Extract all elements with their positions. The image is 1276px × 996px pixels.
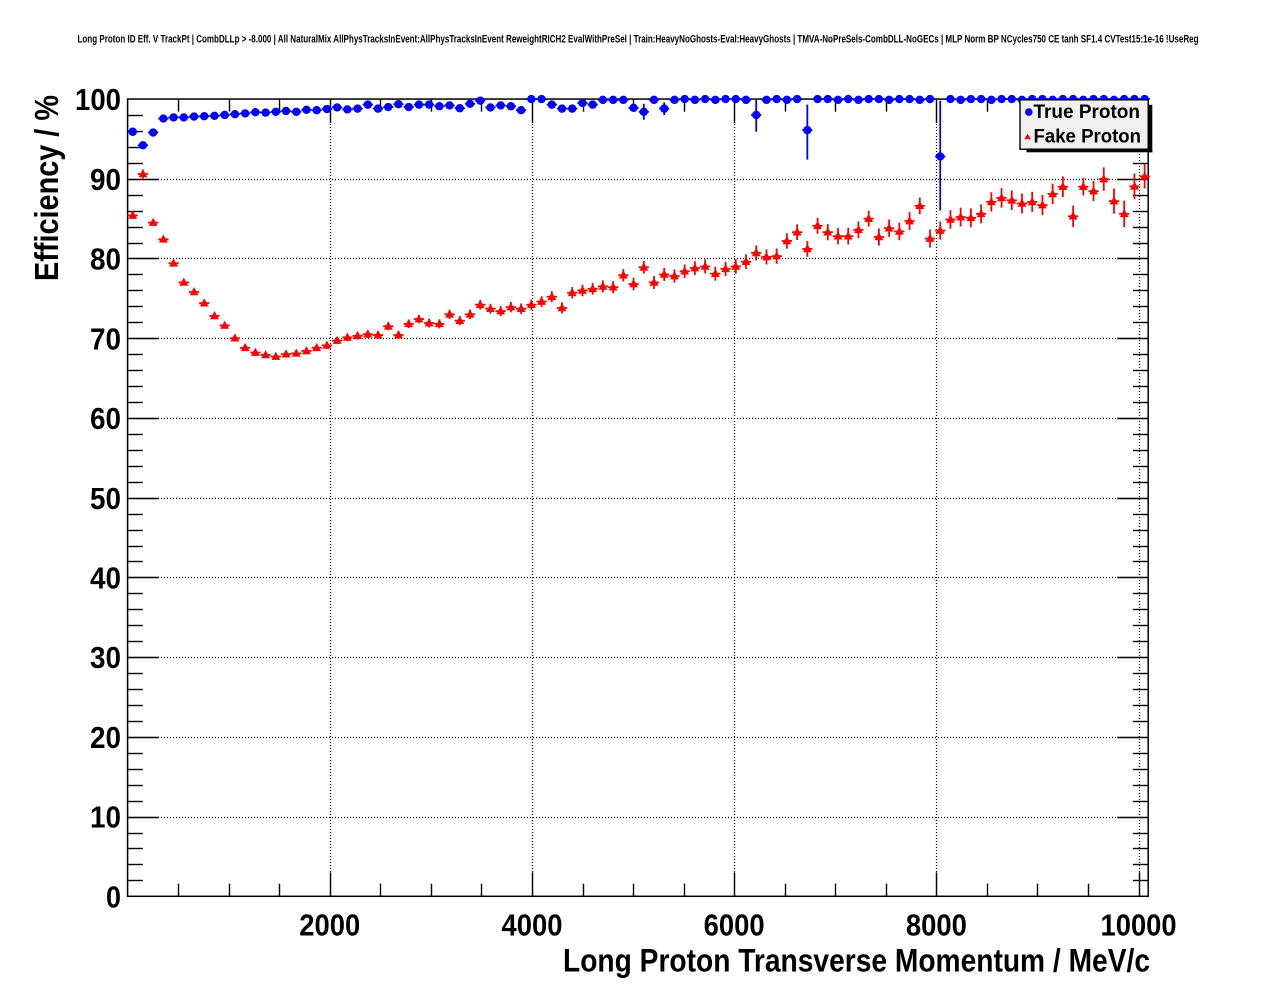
svg-text:Fake Proton: Fake Proton bbox=[1034, 125, 1142, 147]
svg-text:Efficiency / %: Efficiency / % bbox=[28, 95, 65, 281]
svg-text:40: 40 bbox=[90, 561, 121, 596]
svg-text:30: 30 bbox=[90, 640, 121, 675]
svg-text:100: 100 bbox=[75, 82, 121, 117]
svg-text:60: 60 bbox=[90, 401, 121, 436]
svg-text:8000: 8000 bbox=[906, 907, 967, 942]
svg-text:6000: 6000 bbox=[704, 907, 765, 942]
svg-text:80: 80 bbox=[90, 242, 121, 277]
svg-text:0: 0 bbox=[106, 879, 121, 914]
svg-text:70: 70 bbox=[90, 321, 121, 356]
svg-text:90: 90 bbox=[90, 162, 121, 197]
svg-text:10000: 10000 bbox=[1101, 907, 1177, 942]
svg-text:Long Proton Transverse Momentu: Long Proton Transverse Momentum / MeV/c bbox=[563, 943, 1150, 979]
svg-text:2000: 2000 bbox=[299, 907, 360, 942]
svg-text:True Proton: True Proton bbox=[1034, 101, 1141, 123]
svg-text:50: 50 bbox=[90, 481, 121, 516]
svg-text:20: 20 bbox=[90, 720, 121, 755]
svg-text:Long Proton ID Eff. V TrackPt: Long Proton ID Eff. V TrackPt | CombDLLp… bbox=[78, 34, 1199, 46]
svg-text:10: 10 bbox=[90, 800, 121, 835]
svg-text:4000: 4000 bbox=[501, 907, 562, 942]
